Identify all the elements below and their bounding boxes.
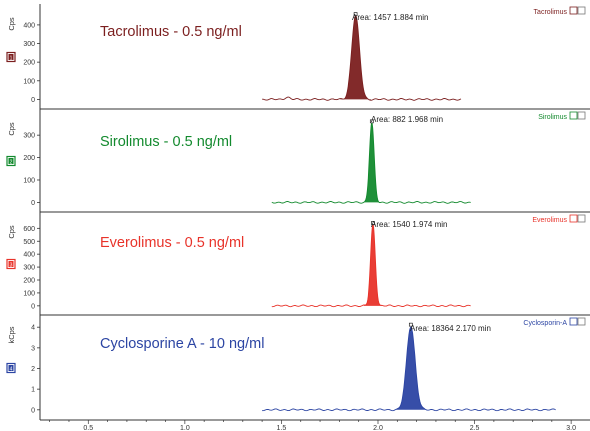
panel-badge-fill [8, 365, 14, 371]
peak-marker [371, 221, 375, 225]
y-unit-label: Cps [7, 225, 16, 239]
y-tick-label: 100 [23, 177, 35, 184]
y-tick-label: 0 [31, 407, 35, 414]
legend-label: Sirolimus [538, 114, 567, 121]
peak-marker [353, 12, 358, 16]
y-tick-label: 0 [31, 200, 35, 207]
panel-badge-number: 1 [10, 55, 13, 61]
panel-tacrolimus: Cps 1 0 100 200 300 400 Tacrolimus - 0.5 ng/ml T… [6, 6, 590, 110]
panel-title: Tacrolimus - 0.5 ng/ml [100, 24, 242, 40]
y-tick-label: 400 [23, 22, 35, 29]
x-axis: 0.5 1.0 1.5 2.0 2.5 3.0 [40, 419, 576, 431]
x-tick-label: 0.5 [83, 425, 93, 431]
legend-close-icon [577, 317, 586, 326]
peak-annotation: Area: 1457 1.884 min [352, 13, 429, 22]
panel-sirolimus: Cps 2 0 100 200 300 Sirolimus - 0.5 ng/ml Sirol… [6, 111, 590, 213]
y-tick-label: 100 [23, 78, 35, 85]
trace-line [262, 14, 462, 101]
panel-cyclosporin-a: kCps 4 0 1 2 3 4 Cyclosporine A - 10 ng/ml Cyclo… [6, 317, 590, 421]
peak-marker [369, 119, 374, 124]
panel-badge-number: 2 [10, 159, 13, 165]
peak-annotation: Area: 18364 2.170 min [410, 324, 491, 333]
y-tick-label: 3 [31, 345, 35, 352]
panel-title: Cyclosporine A - 10 ng/ml [100, 336, 264, 352]
panel-badge-fill [8, 158, 14, 164]
y-tick-label: 200 [23, 155, 35, 162]
y-unit-label: kCps [7, 326, 16, 343]
panel-title: Sirolimus - 0.5 ng/ml [100, 134, 232, 150]
y-tick-label: 0 [31, 97, 35, 104]
trace-line [262, 326, 556, 412]
legend-label: Everolimus [532, 217, 567, 224]
y-tick-label: 300 [23, 133, 35, 140]
y-tick-label: 1 [31, 387, 35, 394]
trace-line [271, 223, 471, 308]
panel-badge-number: 4 [10, 366, 13, 372]
y-tick-label: 100 [23, 290, 35, 297]
peak-area [362, 122, 381, 203]
x-tick-label: 2.0 [373, 425, 383, 431]
peak-area [363, 224, 383, 306]
legend-icon [569, 6, 578, 15]
y-tick-label: 300 [23, 41, 35, 48]
legend-icon [569, 214, 578, 223]
y-tick-label: 300 [23, 265, 35, 272]
x-tick-label: 1.0 [180, 425, 190, 431]
trace-line [271, 121, 471, 204]
panel-title: Everolimus - 0.5 ng/ml [100, 235, 244, 251]
legend-label: Cyclosporin-A [523, 320, 567, 327]
panel-badge-fill [8, 54, 14, 60]
y-unit-label: Cps [7, 122, 16, 136]
x-tick-label: 2.5 [470, 425, 480, 431]
legend-icon [569, 111, 578, 120]
x-tick-label: 1.5 [277, 425, 287, 431]
y-tick-label: 2 [31, 366, 35, 373]
y-tick-label: 400 [23, 252, 35, 259]
peak-marker [408, 322, 413, 327]
y-tick-label: 600 [23, 226, 35, 233]
y-tick-label: 4 [31, 325, 35, 332]
y-tick-label: 200 [23, 278, 35, 285]
legend-label: Tacrolimus [534, 9, 568, 16]
legend-close-icon [577, 214, 586, 223]
panel-badge-number: 3 [10, 262, 13, 268]
legend-close-icon [577, 111, 586, 120]
peak-area [394, 327, 428, 411]
legend-icon [569, 317, 578, 326]
y-tick-label: 200 [23, 60, 35, 67]
peak-annotation: Area: 1540 1.974 min [371, 220, 448, 229]
y-unit-label: Cps [7, 17, 16, 31]
legend-close-icon [577, 6, 586, 15]
peak-area [340, 15, 371, 101]
x-tick-label: 3.0 [566, 425, 576, 431]
panel-everolimus: Cps 3 0 100 200 300 400 500 600 Everolimus - 0.5 … [6, 214, 590, 316]
panel-badge-fill [8, 261, 14, 267]
peak-annotation: Area: 882 1.968 min [371, 115, 443, 124]
y-tick-label: 0 [31, 303, 35, 310]
y-tick-label: 500 [23, 239, 35, 246]
